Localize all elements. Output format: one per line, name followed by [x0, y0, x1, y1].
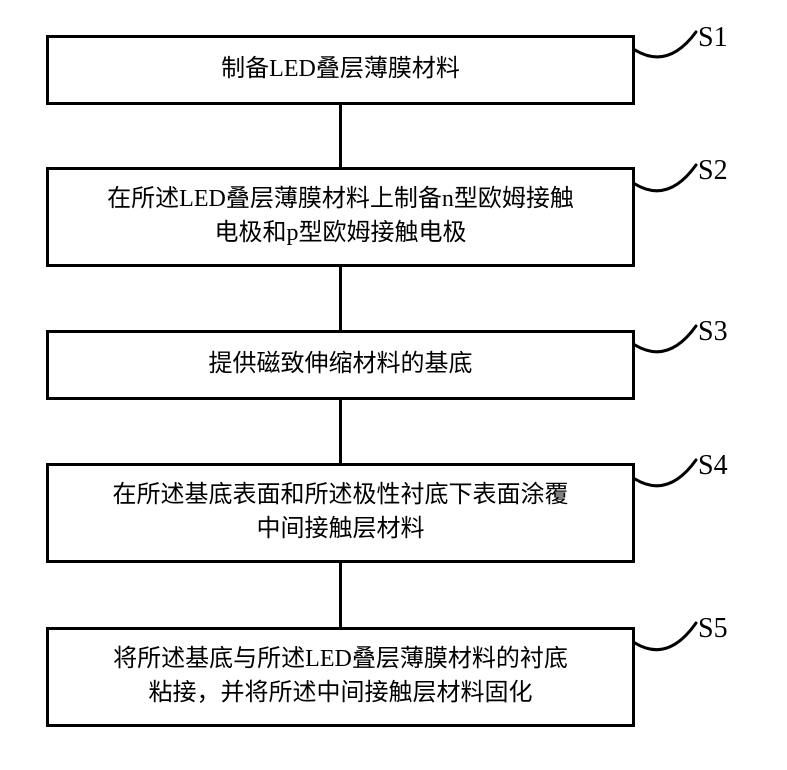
flow-connector: [339, 400, 342, 463]
flow-step-text: 提供磁致伸缩材料的基底: [209, 348, 473, 382]
flow-step-box: 在所述基底表面和所述极性衬底下表面涂覆 中间接触层材料: [46, 463, 635, 563]
flow-step-tag: S5: [698, 613, 728, 645]
flow-connector: [339, 563, 342, 627]
flow-step-tag: S2: [698, 155, 728, 187]
flow-step-text: 将所述基底与所述LED叠层薄膜材料的衬底 粘接，并将所述中间接触层材料固化: [113, 643, 568, 710]
flow-connector: [339, 105, 342, 167]
flow-step-tag: S1: [698, 22, 728, 54]
flow-step-text: 在所述基底表面和所述极性衬底下表面涂覆 中间接触层材料: [113, 479, 569, 546]
flow-connector: [339, 267, 342, 330]
flow-step-box: 制备LED叠层薄膜材料: [46, 35, 635, 105]
flow-step-box: 提供磁致伸缩材料的基底: [46, 330, 635, 400]
flow-step-text: 制备LED叠层薄膜材料: [221, 53, 460, 87]
flow-step-box: 将所述基底与所述LED叠层薄膜材料的衬底 粘接，并将所述中间接触层材料固化: [46, 627, 635, 727]
flow-step-box: 在所述LED叠层薄膜材料上制备n型欧姆接触 电极和p型欧姆接触电极: [46, 167, 635, 267]
flow-step-tag: S4: [698, 450, 728, 482]
flow-step-tag: S3: [698, 316, 728, 348]
flow-step-text: 在所述LED叠层薄膜材料上制备n型欧姆接触 电极和p型欧姆接触电极: [107, 183, 574, 250]
